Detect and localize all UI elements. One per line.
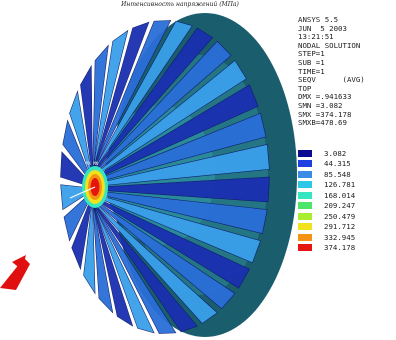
solver-info-line: SEQV (AVG) bbox=[298, 75, 365, 85]
mx-mn-label: MX MN bbox=[86, 161, 99, 166]
solver-info-line: TOP bbox=[298, 83, 312, 93]
legend-row: 85.548 bbox=[298, 169, 355, 180]
legend-swatch bbox=[298, 223, 312, 231]
solver-info-line: SMN =3.082 bbox=[298, 100, 343, 110]
legend-swatch bbox=[298, 160, 312, 168]
legend-row: 44.315 bbox=[298, 159, 355, 170]
solver-info-line: TIME=1 bbox=[298, 66, 325, 76]
stress-legend: 3.082 44.315 85.548 126.781 168.014 209.247 25… bbox=[298, 148, 355, 253]
legend-swatch bbox=[298, 181, 312, 189]
legend-row: 250.479 bbox=[298, 211, 355, 222]
solver-info-line: NODAL SOLUTION bbox=[298, 40, 361, 50]
legend-value: 250.479 bbox=[324, 211, 356, 221]
legend-value: 168.014 bbox=[324, 190, 356, 200]
legend-row: 332.945 bbox=[298, 232, 355, 243]
legend-row: 168.014 bbox=[298, 190, 355, 201]
legend-swatch bbox=[298, 212, 312, 220]
shaft-line bbox=[69, 186, 96, 199]
red-arrow-head bbox=[12, 255, 26, 270]
plot-title: Интенсивность напряжений (МПа) bbox=[121, 1, 239, 8]
legend-value: 291.712 bbox=[324, 222, 356, 232]
legend-value: 332.945 bbox=[324, 232, 356, 242]
legend-row: 3.082 bbox=[298, 148, 355, 159]
legend-value: 374.178 bbox=[324, 243, 356, 253]
solver-info-line: ANSYS 5.5 bbox=[298, 15, 339, 24]
solver-info-line: JUN 5 2003 bbox=[298, 23, 347, 33]
solver-info-line: SMXB=478.69 bbox=[298, 118, 347, 128]
legend-value: 85.548 bbox=[324, 169, 351, 179]
legend-value: 209.247 bbox=[324, 201, 356, 211]
legend-row: 126.781 bbox=[298, 180, 355, 191]
legend-swatch bbox=[298, 170, 312, 178]
legend-row: 209.247 bbox=[298, 201, 355, 212]
legend-value: 44.315 bbox=[324, 159, 351, 169]
legend-value: 3.082 bbox=[324, 148, 347, 158]
legend-row: 291.712 bbox=[298, 222, 355, 233]
solver-info-line: 13:21:51 bbox=[298, 32, 334, 42]
legend-row: 374.178 bbox=[298, 243, 355, 254]
solver-info-line: DMX =.941633 bbox=[298, 92, 352, 102]
legend-value: 126.781 bbox=[324, 180, 356, 190]
legend-swatch bbox=[298, 191, 312, 199]
impeller-blades bbox=[60, 20, 270, 334]
solver-info-line: STEP=1 bbox=[298, 49, 325, 59]
solver-info-line: SUB =1 bbox=[298, 57, 325, 67]
solver-info-line: SMX =374.178 bbox=[298, 109, 352, 119]
legend-swatch bbox=[298, 244, 312, 252]
legend-swatch bbox=[298, 202, 312, 210]
solver-info-panel: ANSYS 5.5 JUN 5 2003 13:21:51 NODAL SOLUTIO… bbox=[298, 15, 365, 128]
legend-swatch bbox=[298, 233, 312, 241]
legend-swatch bbox=[298, 149, 312, 157]
